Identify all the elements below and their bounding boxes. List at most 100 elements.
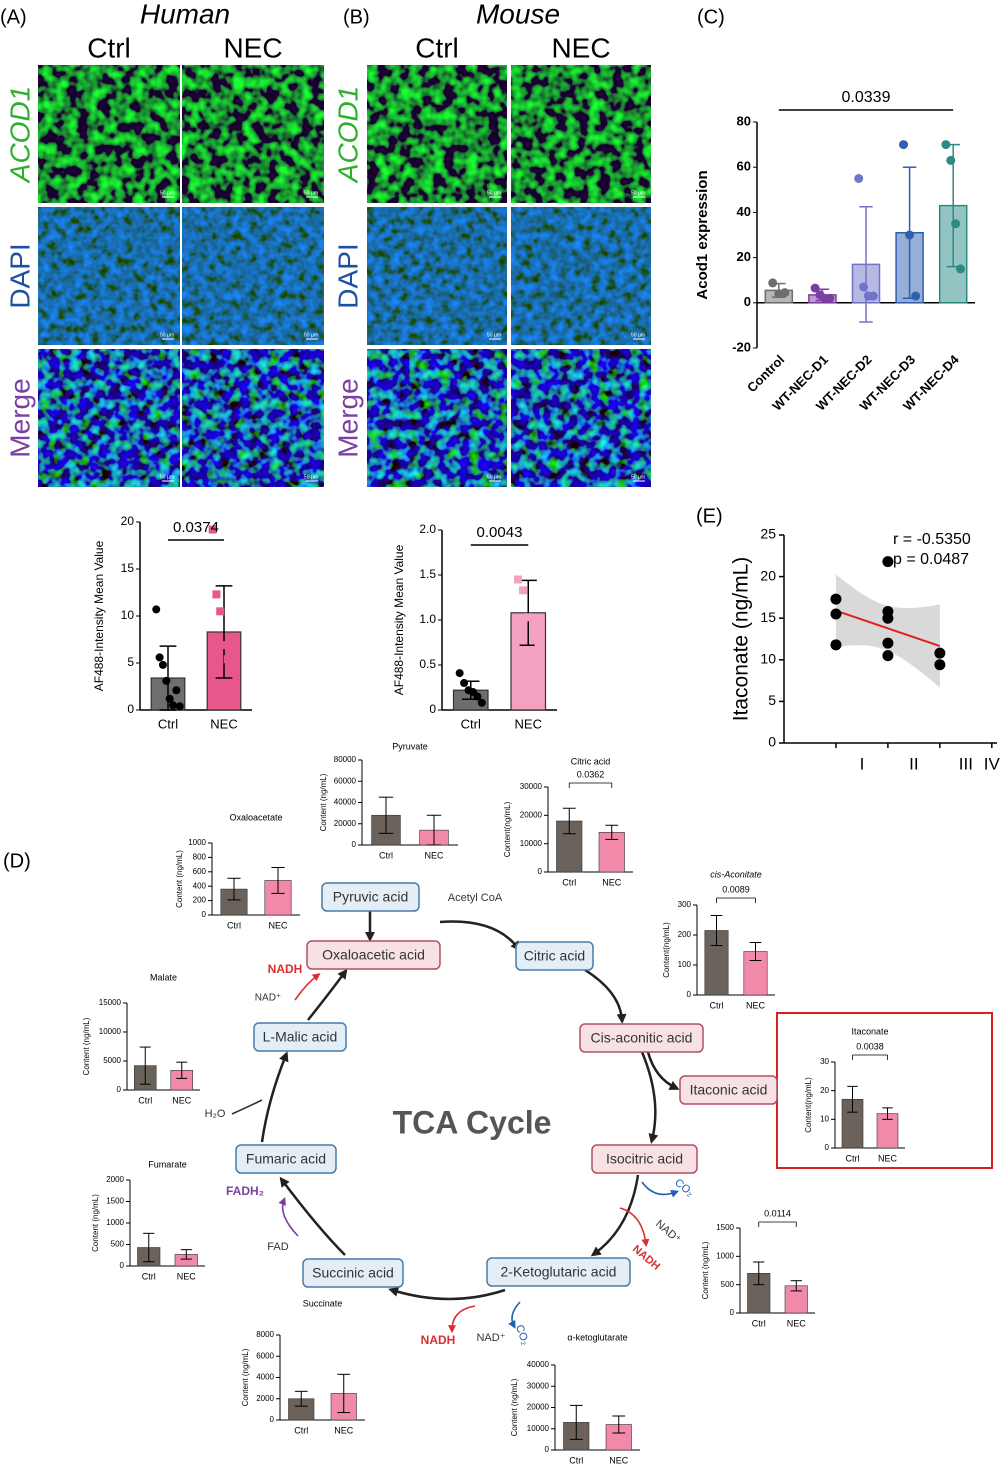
p-value: 0.0043 (477, 524, 523, 541)
data-point (477, 698, 486, 707)
y-tick-label: 6000 (256, 1351, 274, 1360)
scale-bar-label: 50 µm (160, 332, 174, 338)
x-tick-label: NEC (878, 1153, 898, 1163)
y-tick-label: 10 (820, 1114, 829, 1123)
chart-title: Itaconate (851, 1026, 888, 1036)
p-value: 0.0374 (173, 519, 219, 536)
data-point (882, 637, 894, 649)
y-tick-label: 30000 (527, 1381, 550, 1390)
cycle-label: NAD⁺ (653, 1218, 683, 1246)
y-tick-label: 2000 (256, 1394, 274, 1403)
data-point (780, 288, 790, 298)
cycle-label: NADH (421, 1333, 456, 1347)
cycle-node (679, 1075, 778, 1105)
chart-title: Malate (150, 972, 177, 982)
y-tick-label: 600 (193, 867, 207, 876)
data-point (152, 605, 161, 614)
data-point (169, 701, 178, 710)
y-tick-label: 0 (117, 1085, 122, 1094)
cycle-label: NAD⁺ (476, 1332, 505, 1344)
data-point (868, 291, 878, 301)
x-tick-label: NEC (210, 716, 237, 731)
y-tick-label: 200 (678, 930, 692, 939)
y-axis-label: Content (ng/mL) (82, 1017, 91, 1075)
data-point (911, 291, 921, 301)
y-tick-label: 25 (760, 526, 776, 542)
data-point (216, 607, 225, 616)
cycle-node (579, 1023, 704, 1053)
cycle-node-label: Oxaloacetic acid (322, 947, 425, 963)
scale-bar-label: 50 µm (487, 332, 501, 338)
y-tick-label: 0 (825, 1143, 830, 1152)
y-tick-label: 300 (678, 900, 692, 909)
y-tick-label: 15 (760, 609, 776, 625)
micrograph (38, 65, 180, 203)
micrograph (182, 65, 324, 203)
y-tick-label: 4000 (256, 1373, 274, 1382)
chart-title: Succinate (303, 1298, 343, 1308)
data-point (955, 264, 965, 274)
y-tick-label: 500 (721, 1280, 735, 1289)
x-tick-label: NEC (515, 716, 542, 731)
y-tick-label: 0 (744, 294, 751, 309)
annotation: r = -0.5350 (893, 531, 971, 548)
chart-title: cis-Aconitate (710, 869, 762, 879)
x-tick-label: NEC (334, 1425, 354, 1435)
x-tick-label: NEC (746, 1000, 766, 1010)
data-point (882, 612, 894, 624)
y-tick-label: 10000 (527, 1424, 550, 1433)
panel-label: (A) (0, 6, 27, 28)
y-tick-label: 40000 (527, 1360, 550, 1369)
y-tick-label: 0 (127, 702, 134, 716)
cycle-node (515, 941, 594, 971)
y-tick-label: 20 (121, 514, 135, 528)
y-tick-label: 15000 (99, 998, 122, 1007)
scale-bar-label: 50 µm (631, 474, 645, 480)
x-tick-label: NEC (172, 1095, 192, 1105)
y-tick-label: 1000 (716, 1251, 734, 1260)
data-point (830, 639, 842, 651)
cycle-node (321, 882, 420, 912)
micrograph (38, 207, 180, 345)
row-label: ACOD1 (332, 86, 363, 184)
y-tick-label: 20 (737, 249, 751, 264)
y-tick-label: 0 (352, 840, 357, 849)
cycle-label: Acetyl CoA (448, 892, 503, 904)
chart-title: α-ketoglutarate (567, 1332, 627, 1342)
x-tick-label: NEC (268, 920, 288, 930)
scale-bar-label: 50 µm (487, 190, 501, 196)
x-tick-label: IV (984, 754, 1000, 773)
data-point (810, 283, 820, 293)
x-tick-label: Ctrl (846, 1153, 860, 1163)
cycle-node-label: Isocitric acid (606, 1151, 683, 1167)
p-value: 0.0089 (722, 884, 750, 894)
column-label: Ctrl (415, 32, 459, 63)
row-label: Merge (332, 378, 363, 457)
data-point (830, 608, 842, 620)
data-point (768, 278, 778, 288)
data-point (513, 575, 522, 584)
cycle-node (302, 1258, 404, 1288)
cycle-label: NAD⁺ (255, 993, 281, 1004)
y-tick-label: 800 (193, 853, 207, 862)
annotation: p = 0.0487 (893, 551, 969, 568)
data-point (524, 613, 533, 622)
data-point (830, 593, 842, 605)
panel-label: (C) (697, 6, 725, 28)
p-value: 0.0038 (856, 1041, 884, 1051)
cycle-label: FADH₂ (226, 1184, 264, 1198)
y-tick-label: 80 (737, 113, 751, 128)
p-value: 0.0114 (764, 1208, 791, 1218)
data-point (158, 660, 167, 669)
scale-bar-label: 50 µm (304, 190, 318, 196)
data-point (905, 230, 915, 240)
y-axis-label: Itaconate (ng/mL) (730, 557, 753, 722)
y-axis-label: Content(ng/mL) (662, 922, 671, 978)
y-tick-label: 0 (202, 910, 207, 919)
scale-bar-label: 50 µm (160, 474, 174, 480)
data-point (231, 669, 240, 678)
cycle-label: FAD (267, 1241, 288, 1253)
y-tick-label: 0 (120, 1261, 125, 1270)
y-tick-label: 60000 (334, 776, 357, 785)
panel-title: Human (140, 0, 230, 29)
